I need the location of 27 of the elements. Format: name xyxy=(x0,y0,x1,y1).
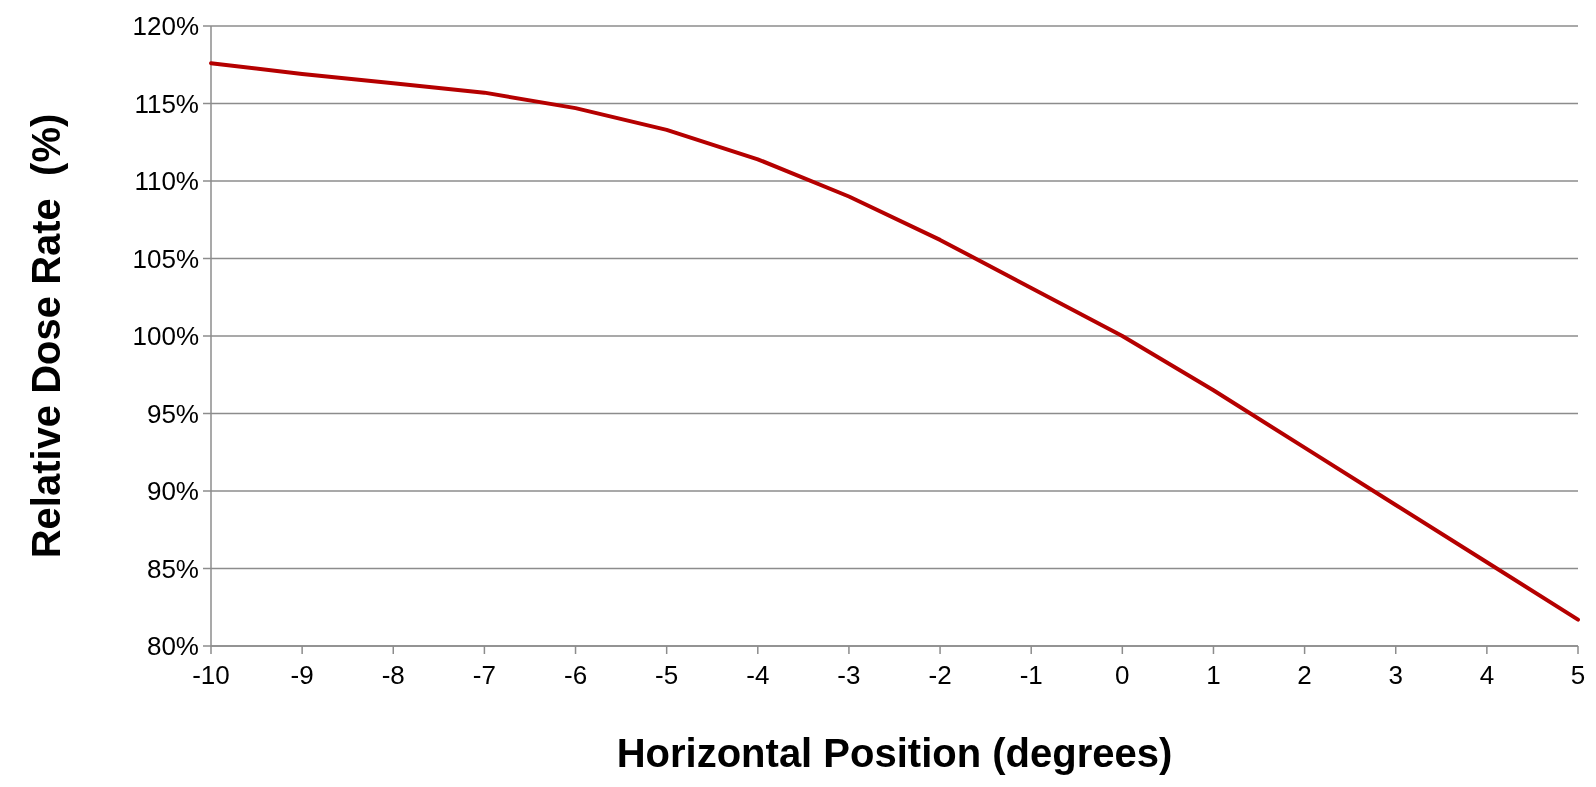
x-tick-label: -6 xyxy=(563,660,588,690)
x-tick-label: 4 xyxy=(1479,660,1495,690)
y-tick-label: 105% xyxy=(132,243,199,274)
x-tick-label: -7 xyxy=(472,660,496,690)
x-tick-label: 5 xyxy=(1570,660,1586,690)
y-tick-label: 100% xyxy=(132,321,199,352)
x-tick-label: -3 xyxy=(837,660,861,690)
y-tick-label: 115% xyxy=(134,88,199,119)
x-tick-label: 0 xyxy=(1115,660,1130,690)
y-axis-title: Relative Dose Rate (%) xyxy=(24,113,68,559)
x-tick-label: -1 xyxy=(1019,660,1043,690)
y-tick-label: 95% xyxy=(146,398,199,429)
x-tick-label: -5 xyxy=(655,660,679,690)
y-tick-label: 120% xyxy=(132,11,199,42)
x-tick-label: 2 xyxy=(1297,660,1312,690)
x-tick-label: -8 xyxy=(381,660,405,690)
y-tick-label: 90% xyxy=(146,476,199,507)
x-tick-label: 1 xyxy=(1206,660,1221,690)
y-tick-label: 85% xyxy=(146,553,199,584)
x-tick-label: -10 xyxy=(192,660,230,690)
x-tick-label: -2 xyxy=(928,660,952,690)
y-tick-label: 110% xyxy=(134,166,199,197)
y-tick-label: 80% xyxy=(146,631,199,662)
x-tick-label: -4 xyxy=(746,660,770,690)
x-tick-label: -9 xyxy=(290,660,314,690)
x-tick-label: 3 xyxy=(1388,660,1403,690)
x-axis-title: Horizontal Position (degrees) xyxy=(616,731,1173,775)
